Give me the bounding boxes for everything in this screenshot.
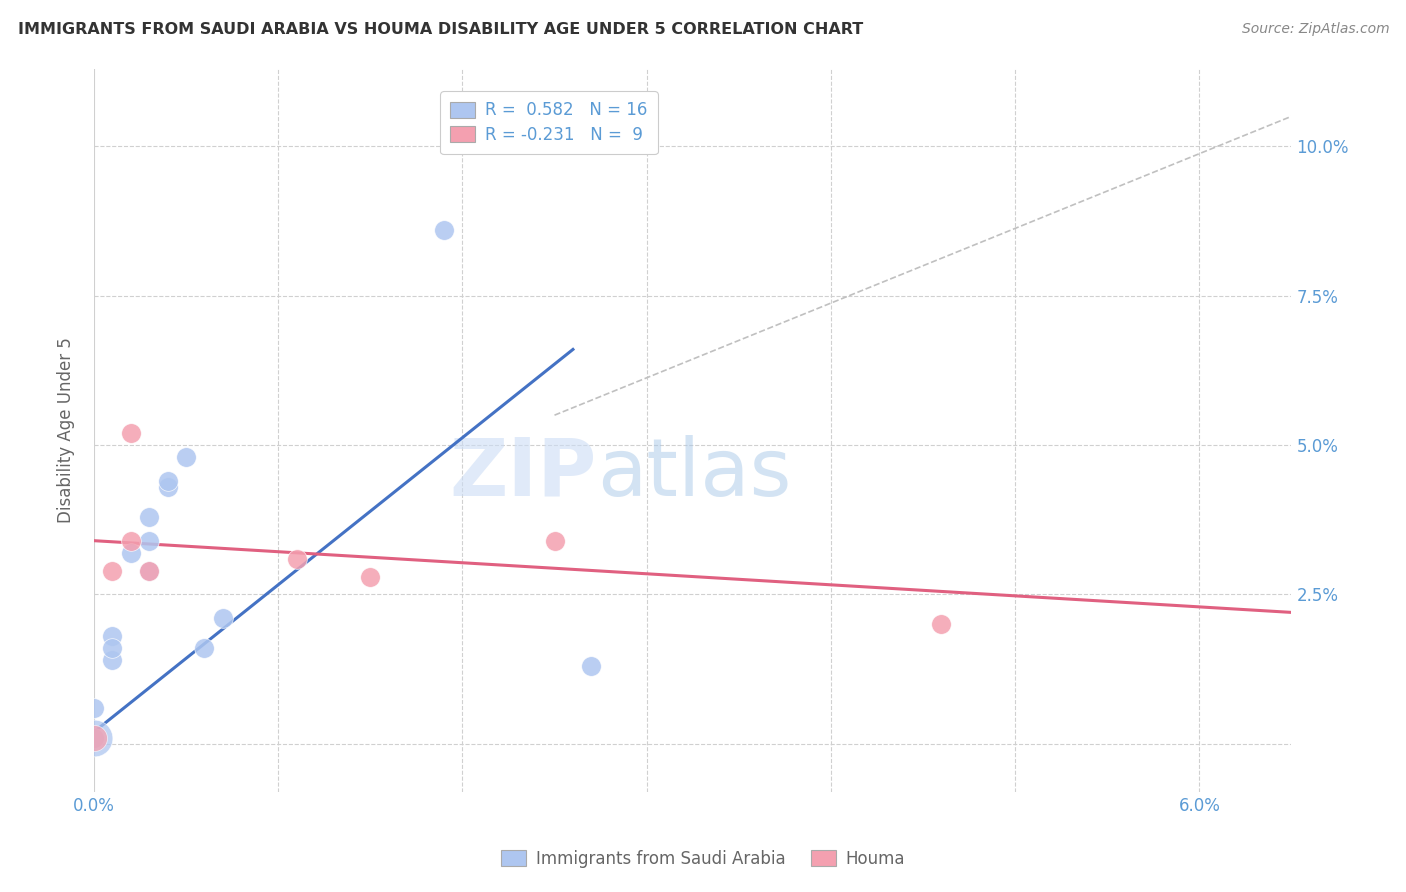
Point (101, 564, 124, 578)
Point (931, 617, 953, 632)
Point (581, 659, 603, 673)
Point (101, 653, 124, 667)
Point (359, 569, 381, 583)
Point (174, 450, 197, 464)
Point (156, 480, 179, 494)
Y-axis label: Disability Age Under 5: Disability Age Under 5 (58, 337, 75, 523)
Text: atlas: atlas (598, 434, 792, 513)
Legend: R =  0.582   N = 16, R = -0.231   N =  9: R = 0.582 N = 16, R = -0.231 N = 9 (440, 91, 658, 154)
Point (101, 629, 124, 643)
Point (138, 564, 160, 578)
Point (101, 641, 124, 656)
Point (83, 731, 105, 745)
Point (120, 426, 142, 441)
Point (83, 731, 105, 745)
Point (138, 509, 160, 524)
Point (120, 546, 142, 560)
Text: Source: ZipAtlas.com: Source: ZipAtlas.com (1241, 22, 1389, 37)
Point (138, 564, 160, 578)
Point (285, 551, 308, 566)
Point (543, 533, 565, 548)
Point (83, 701, 105, 715)
Point (138, 533, 160, 548)
Point (156, 474, 179, 488)
Text: IMMIGRANTS FROM SAUDI ARABIA VS HOUMA DISABILITY AGE UNDER 5 CORRELATION CHART: IMMIGRANTS FROM SAUDI ARABIA VS HOUMA DI… (18, 22, 863, 37)
Point (193, 641, 215, 656)
Point (120, 533, 142, 548)
Point (433, 223, 456, 237)
Text: ZIP: ZIP (450, 434, 598, 513)
Legend: Immigrants from Saudi Arabia, Houma: Immigrants from Saudi Arabia, Houma (495, 844, 911, 875)
Point (212, 611, 235, 625)
Point (83, 731, 105, 745)
Point (83, 731, 105, 745)
